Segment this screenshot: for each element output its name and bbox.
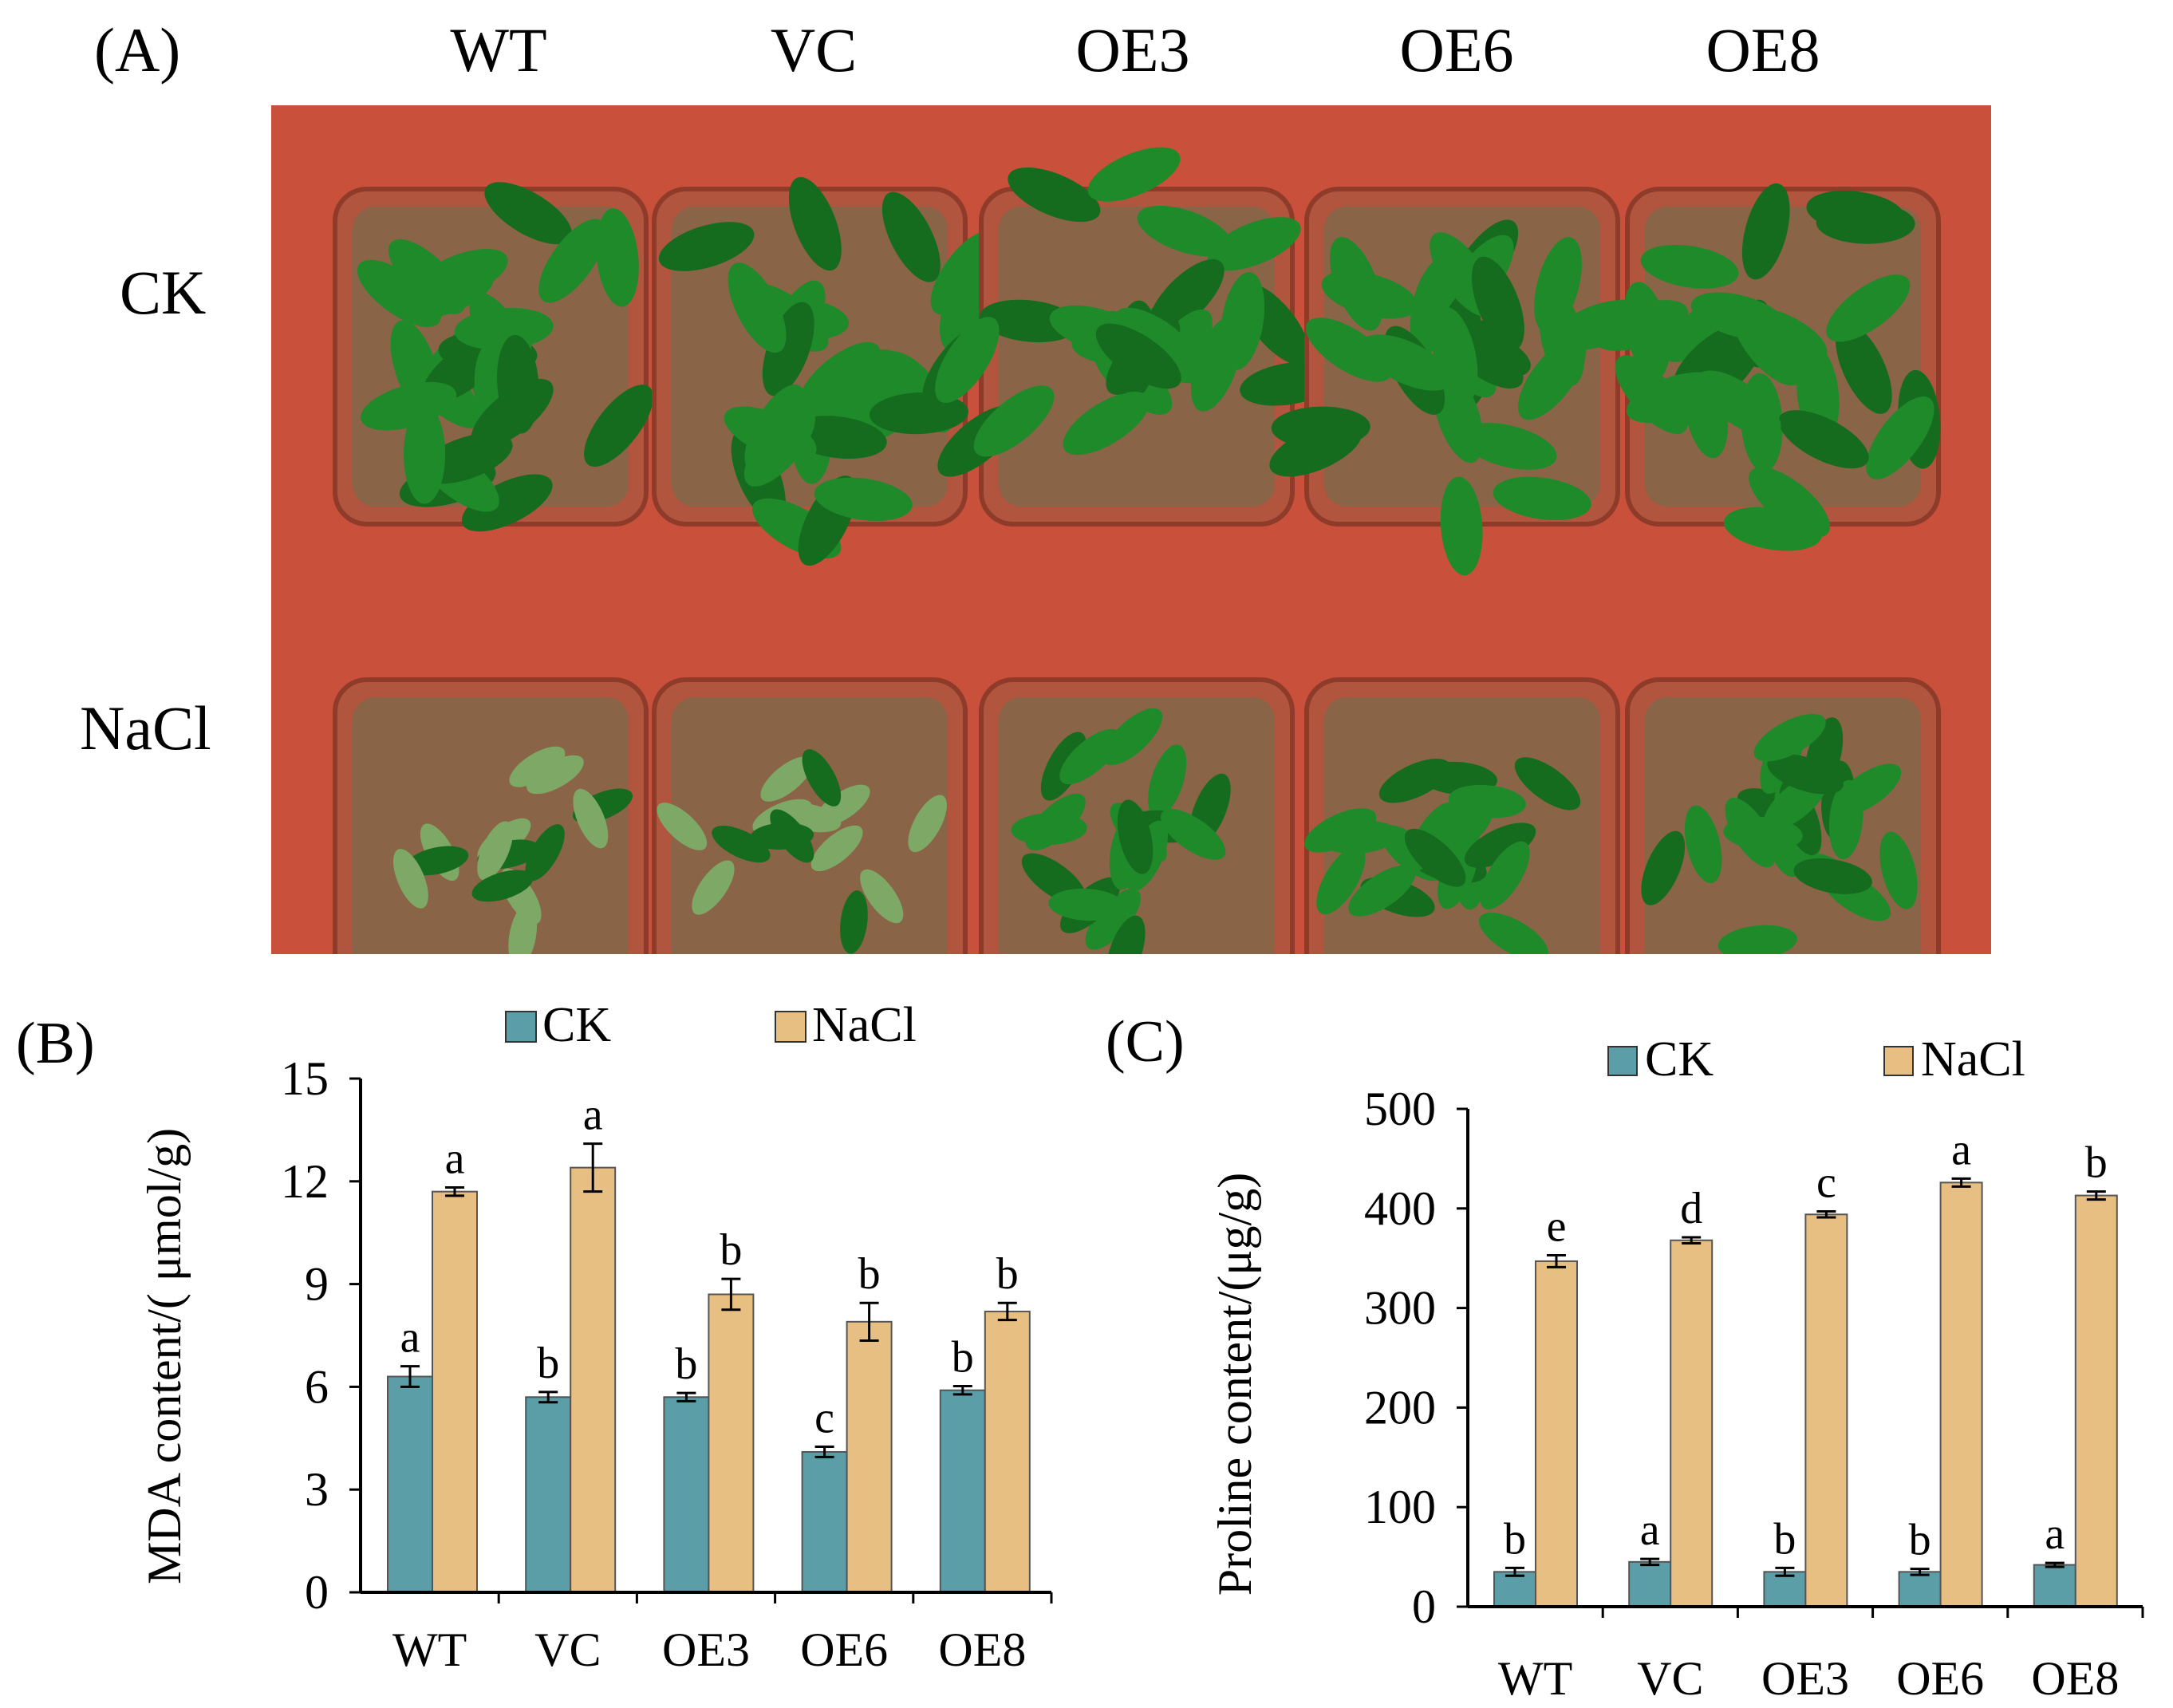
legend-swatch-ck	[505, 1011, 537, 1043]
y-tick-label: 6	[305, 1360, 329, 1413]
chart-c-ylabel: Proline content/(μg/g)	[1209, 1173, 1261, 1596]
significance-letter: a	[1951, 1125, 1971, 1174]
bar-nacl-vc	[1670, 1239, 1714, 1607]
legend-swatch-ck	[1607, 1046, 1638, 1076]
significance-letter: b	[1909, 1516, 1931, 1565]
legend-label-ck: CK	[542, 998, 611, 1052]
pot-nacl-vc	[652, 677, 968, 954]
bar-nacl-wt	[432, 1190, 478, 1594]
bar-nacl-oe8	[984, 1310, 1031, 1593]
panel-c-label: (C)	[1106, 1009, 1185, 1075]
bar-ck-oe3	[1763, 1571, 1807, 1607]
y-tick-label: 9	[305, 1258, 329, 1311]
significance-letter: c	[1816, 1158, 1836, 1208]
significance-letter: a	[2045, 1509, 2065, 1559]
row-label-ck: CK	[120, 258, 207, 327]
pot-ck-wt	[333, 182, 653, 532]
x-tick-label: VC	[1637, 1652, 1703, 1705]
bar-nacl-oe6	[1939, 1181, 1983, 1608]
legend-swatch-nacl	[775, 1011, 806, 1043]
row-label-nacl: NaCl	[80, 693, 211, 763]
legend-swatch-nacl	[1883, 1046, 1914, 1076]
significance-letter: b	[1773, 1514, 1796, 1564]
x-tick-label: OE3	[662, 1623, 750, 1676]
bar-ck-oe6	[801, 1450, 848, 1594]
bar-ck-oe6	[1898, 1571, 1942, 1607]
genotype-label-oe3: OE3	[1075, 15, 1190, 85]
y-tick-label: 12	[281, 1155, 329, 1208]
pot-ck-oe8	[1593, 183, 1941, 551]
y-tick-label: 0	[1412, 1580, 1436, 1633]
significance-letter: e	[1547, 1201, 1567, 1251]
legend-label-nacl: NaCl	[812, 998, 917, 1052]
significance-letter: b	[996, 1249, 1019, 1299]
y-tick-label: 400	[1364, 1182, 1436, 1235]
x-tick-label: VC	[534, 1623, 601, 1676]
bar-nacl-vc	[570, 1166, 617, 1594]
bar-ck-oe8	[939, 1389, 986, 1594]
genotype-label-oe8: OE8	[1706, 15, 1820, 85]
chart-b-legend: CK NaCl	[505, 998, 917, 1052]
bar-nacl-wt	[1535, 1260, 1578, 1607]
significance-letter: b	[675, 1339, 697, 1389]
x-tick-label: WT	[1498, 1652, 1572, 1705]
significance-letter: a	[445, 1134, 465, 1184]
bar-ck-vc	[1628, 1560, 1672, 1607]
significance-letter: a	[1640, 1505, 1660, 1555]
significance-letter: b	[1504, 1514, 1526, 1564]
chart-c-legend: CK NaCl	[1607, 1032, 2025, 1087]
x-tick-label: OE6	[1896, 1652, 1984, 1705]
y-tick-label: 15	[281, 1052, 329, 1105]
panel-b-label: (B)	[16, 1011, 95, 1076]
pot-nacl-oe6	[1304, 677, 1620, 954]
y-tick-label: 3	[305, 1463, 329, 1516]
x-tick-label: OE3	[1761, 1652, 1849, 1705]
bar-nacl-oe3	[1804, 1213, 1848, 1607]
bar-nacl-oe8	[2074, 1194, 2118, 1608]
pot-ck-vc	[652, 176, 998, 566]
significance-letter: c	[814, 1394, 834, 1443]
significance-letter: a	[400, 1313, 420, 1363]
y-tick-label: 500	[1364, 1083, 1436, 1135]
significance-letter: b	[720, 1225, 742, 1275]
x-tick-label: OE8	[2031, 1652, 2119, 1705]
y-tick-label: 200	[1364, 1381, 1436, 1434]
bar-ck-wt	[387, 1375, 433, 1594]
significance-letter: a	[583, 1091, 603, 1140]
bar-nacl-oe6	[846, 1320, 893, 1593]
significance-letter: b	[952, 1333, 974, 1383]
plant-photo	[271, 105, 1991, 954]
chart-b-ylabel: MDA content/( μmol/g)	[138, 1128, 191, 1584]
pot-ck-oe3	[935, 147, 1338, 527]
bar-ck-oe3	[663, 1396, 710, 1594]
bar-ck-oe8	[2033, 1564, 2076, 1607]
genotype-label-vc: VC	[770, 15, 858, 85]
legend-label-nacl: NaCl	[1921, 1032, 2025, 1087]
pot-ck-oe6	[1269, 187, 1648, 576]
pot-nacl-wt	[333, 677, 649, 954]
bar-ck-vc	[525, 1396, 572, 1594]
y-tick-label: 0	[305, 1566, 329, 1619]
pot-nacl-oe3	[979, 677, 1295, 954]
y-tick-label: 300	[1364, 1282, 1436, 1335]
bar-nacl-oe3	[708, 1293, 755, 1593]
x-tick-label: WT	[392, 1623, 467, 1676]
significance-letter: b	[537, 1339, 559, 1388]
significance-letter: d	[1680, 1184, 1702, 1233]
significance-letter: b	[858, 1249, 881, 1299]
panel-a-label: (A)	[94, 15, 181, 85]
genotype-label-oe6: OE6	[1399, 15, 1514, 85]
x-tick-label: OE8	[938, 1623, 1026, 1676]
bar-ck-wt	[1493, 1571, 1536, 1607]
pot-nacl-oe8	[1625, 677, 1941, 954]
significance-letter: b	[2085, 1138, 2108, 1188]
x-tick-label: OE6	[800, 1623, 888, 1676]
legend-label-ck: CK	[1645, 1032, 1714, 1087]
y-tick-label: 100	[1364, 1481, 1436, 1533]
genotype-label-wt: WT	[450, 15, 547, 85]
